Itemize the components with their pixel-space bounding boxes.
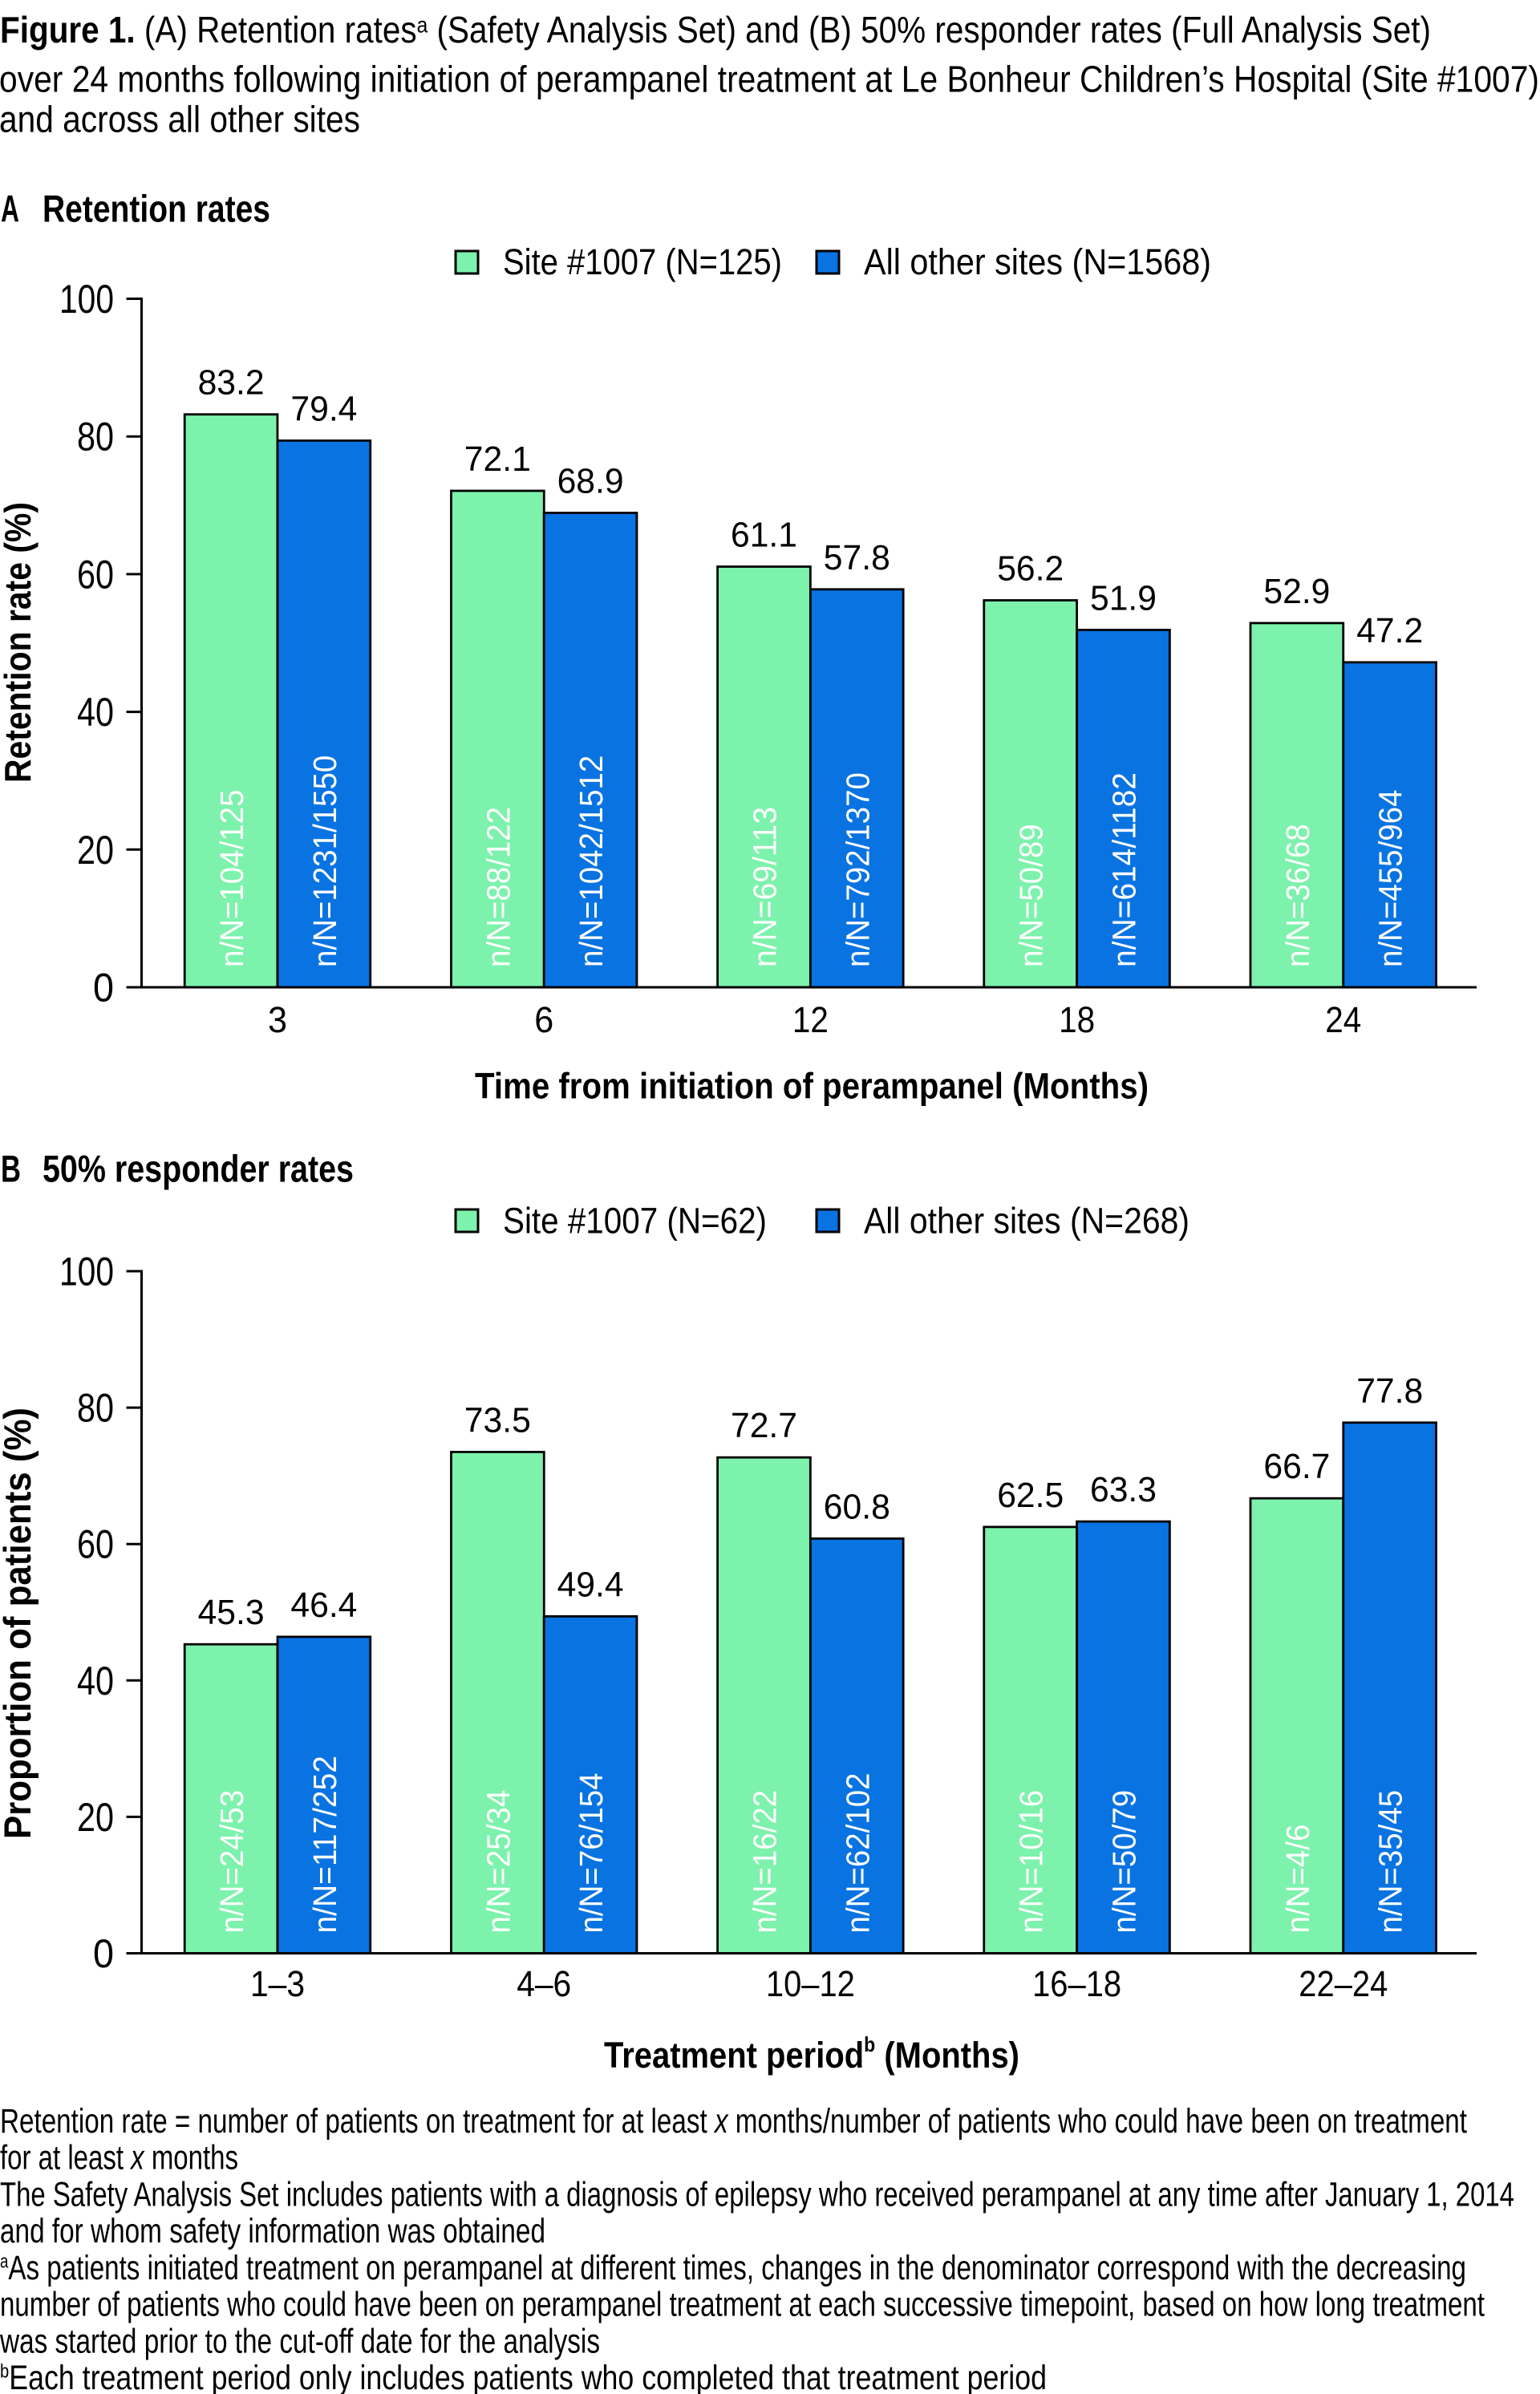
svg-text:1–3: 1–3 — [250, 1963, 305, 2004]
svg-text:77.8: 77.8 — [1356, 1371, 1423, 1411]
svg-text:n/N=76/154: n/N=76/154 — [573, 1772, 610, 1933]
svg-text:n/N=50/79: n/N=50/79 — [1106, 1790, 1143, 1934]
svg-text:n/N=792/1370: n/N=792/1370 — [839, 772, 876, 967]
svg-text:n/N=117/252: n/N=117/252 — [306, 1756, 343, 1934]
svg-text:52.9: 52.9 — [1263, 572, 1330, 611]
svg-text:10–12: 10–12 — [766, 1963, 855, 2004]
svg-text:All other sites (N=268): All other sites (N=268) — [864, 1201, 1189, 1242]
svg-text:n/N=614/1182: n/N=614/1182 — [1106, 772, 1143, 967]
svg-text:79.4: 79.4 — [290, 389, 357, 428]
svg-text:bEach treatment period only in: bEach treatment period only includes pat… — [0, 2360, 1047, 2394]
svg-text:n/N=24/53: n/N=24/53 — [213, 1790, 250, 1934]
svg-text:0: 0 — [93, 966, 114, 1011]
svg-text:4–6: 4–6 — [517, 1963, 571, 2004]
svg-text:50% responder rates: 50% responder rates — [43, 1148, 354, 1190]
svg-text:60: 60 — [77, 1522, 114, 1567]
svg-text:n/N=88/122: n/N=88/122 — [480, 807, 517, 967]
svg-text:73.5: 73.5 — [464, 1400, 531, 1440]
svg-text:56.2: 56.2 — [997, 549, 1064, 589]
svg-text:Retention rate = number of pat: Retention rate = number of patients on t… — [0, 2103, 1467, 2141]
svg-text:63.3: 63.3 — [1090, 1470, 1157, 1509]
svg-text:n/N=62/102: n/N=62/102 — [839, 1772, 876, 1933]
svg-text:Proportion of patients (%): Proportion of patients (%) — [0, 1408, 38, 1839]
svg-text:100: 100 — [59, 1250, 114, 1294]
svg-text:Treatment periodb (Months): Treatment periodb (Months) — [604, 2032, 1019, 2076]
svg-text:n/N=4/6: n/N=4/6 — [1279, 1825, 1316, 1934]
svg-text:16–18: 16–18 — [1032, 1963, 1121, 2004]
svg-text:40: 40 — [77, 1659, 114, 1703]
svg-text:18: 18 — [1059, 999, 1095, 1040]
svg-text:Retention rates: Retention rates — [43, 188, 270, 230]
svg-text:24: 24 — [1325, 999, 1361, 1040]
svg-text:Retention rate (%): Retention rate (%) — [0, 502, 38, 783]
svg-text:12: 12 — [792, 999, 829, 1040]
svg-text:80: 80 — [77, 1386, 114, 1431]
svg-text:aAs patients initiated treatme: aAs patients initiated treatment on pera… — [0, 2250, 1466, 2287]
svg-text:72.1: 72.1 — [464, 440, 531, 479]
svg-text:57.8: 57.8 — [824, 538, 890, 577]
svg-text:60: 60 — [77, 552, 114, 597]
svg-text:n/N=36/68: n/N=36/68 — [1279, 824, 1316, 967]
svg-text:Site #1007 (N=62): Site #1007 (N=62) — [503, 1201, 767, 1242]
svg-text:Time from initiation of peramp: Time from initiation of perampanel (Mont… — [475, 1065, 1149, 1106]
svg-text:and for whom safety informatio: and for whom safety information was obta… — [0, 2213, 545, 2250]
svg-text:A: A — [1, 188, 19, 230]
svg-text:was started prior to the cut-o: was started prior to the cut-off date fo… — [0, 2323, 600, 2360]
svg-text:n/N=10/16: n/N=10/16 — [1013, 1790, 1050, 1934]
svg-text:51.9: 51.9 — [1090, 578, 1157, 618]
svg-text:n/N=25/34: n/N=25/34 — [480, 1790, 517, 1934]
svg-text:0: 0 — [93, 1931, 114, 1976]
svg-text:over 24 months following initi: over 24 months following initiation of p… — [0, 59, 1539, 100]
svg-text:n/N=1042/1512: n/N=1042/1512 — [573, 755, 610, 967]
svg-text:number of patients who could h: number of patients who could have been o… — [0, 2287, 1485, 2324]
svg-text:n/N=104/125: n/N=104/125 — [213, 790, 250, 968]
svg-text:60.8: 60.8 — [824, 1487, 890, 1526]
svg-text:3: 3 — [268, 999, 287, 1040]
svg-text:83.2: 83.2 — [198, 363, 265, 403]
svg-text:61.1: 61.1 — [731, 516, 797, 555]
svg-text:72.7: 72.7 — [731, 1406, 797, 1445]
svg-text:n/N=455/964: n/N=455/964 — [1372, 790, 1409, 968]
svg-text:Figure 1. (A) Retention ratesa: Figure 1. (A) Retention ratesa (Safety A… — [0, 9, 1431, 51]
svg-text:All other sites (N=1568): All other sites (N=1568) — [864, 241, 1211, 282]
svg-text:for at least x months: for at least x months — [0, 2140, 238, 2177]
svg-text:47.2: 47.2 — [1356, 611, 1423, 650]
svg-text:68.9: 68.9 — [557, 462, 624, 501]
svg-text:n/N=16/22: n/N=16/22 — [747, 1790, 784, 1934]
svg-text:B: B — [1, 1148, 21, 1190]
svg-text:22–24: 22–24 — [1299, 1963, 1388, 2004]
svg-text:100: 100 — [59, 277, 114, 322]
svg-text:6: 6 — [534, 999, 553, 1040]
svg-text:n/N=69/113: n/N=69/113 — [747, 807, 784, 967]
svg-text:49.4: 49.4 — [557, 1565, 624, 1604]
svg-text:n/N=50/89: n/N=50/89 — [1013, 824, 1050, 967]
svg-text:66.7: 66.7 — [1263, 1447, 1330, 1486]
svg-text:20: 20 — [77, 1795, 114, 1840]
svg-text:20: 20 — [77, 828, 114, 873]
svg-text:62.5: 62.5 — [997, 1476, 1064, 1515]
svg-text:40: 40 — [77, 690, 114, 735]
svg-text:45.3: 45.3 — [198, 1593, 265, 1632]
svg-text:46.4: 46.4 — [290, 1586, 357, 1625]
svg-text:n/N=35/45: n/N=35/45 — [1372, 1790, 1409, 1934]
svg-text:and across all other sites: and across all other sites — [0, 99, 360, 140]
svg-text:n/N=1231/1550: n/N=1231/1550 — [306, 755, 343, 967]
svg-text:Site #1007 (N=125): Site #1007 (N=125) — [503, 241, 782, 282]
svg-text:80: 80 — [77, 415, 114, 460]
svg-text:The Safety Analysis Set includ: The Safety Analysis Set includes patient… — [0, 2176, 1514, 2214]
